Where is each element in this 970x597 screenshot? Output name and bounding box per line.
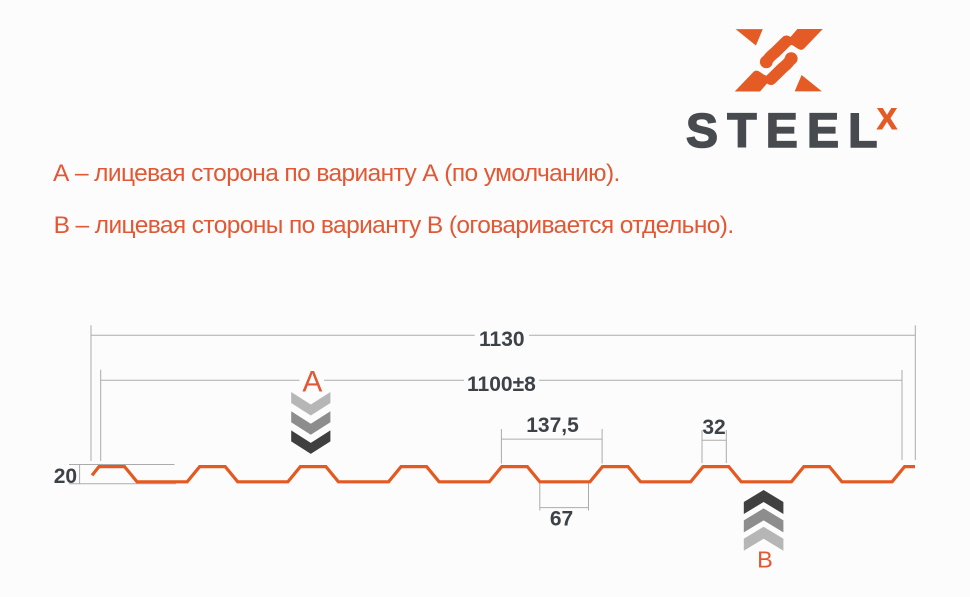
svg-text:32: 32 [702,416,725,439]
svg-text:X: X [877,103,897,136]
svg-text:67: 67 [550,508,573,531]
svg-text:137,5: 137,5 [526,414,579,437]
svg-text:STEEL: STEEL [686,105,887,158]
svg-text:А – лицевая сторона по вариант: А – лицевая сторона по варианту А (по ум… [53,160,620,187]
svg-text:20: 20 [54,465,77,488]
svg-text:1130: 1130 [479,328,525,351]
svg-text:1100±8: 1100±8 [467,373,536,396]
svg-text:В – лицевая стороны по вариант: В – лицевая стороны по варианту В (огова… [54,212,734,239]
svg-text:A: A [302,365,322,398]
svg-text:B: B [757,547,773,573]
